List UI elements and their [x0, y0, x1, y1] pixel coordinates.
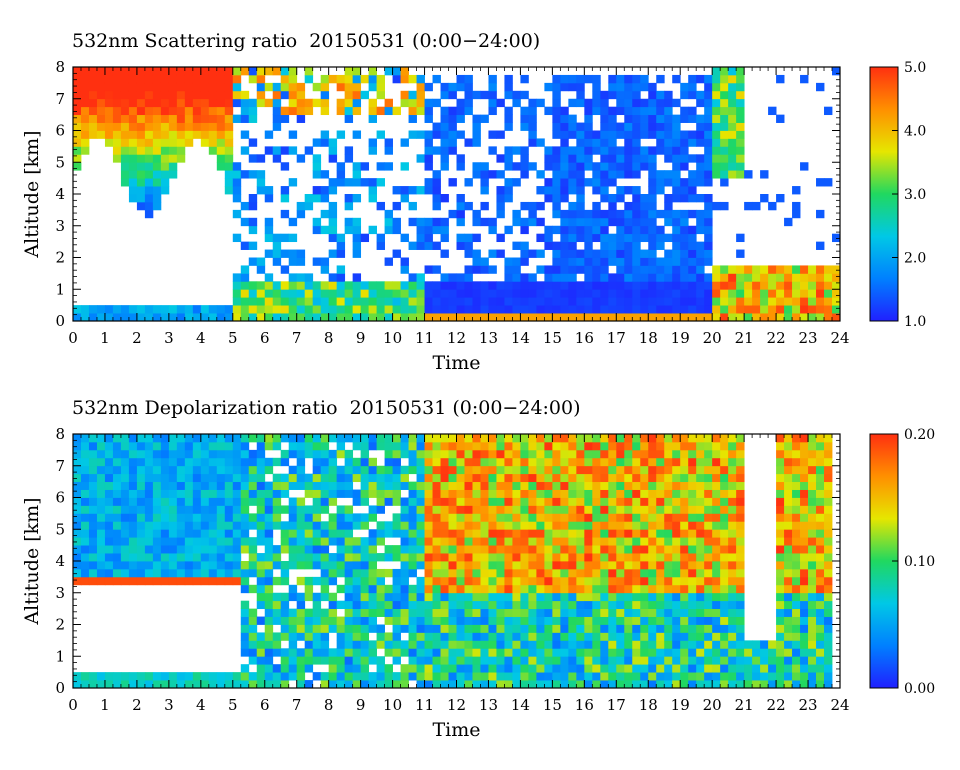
x-tick-label: 18 — [639, 696, 658, 714]
y-tick-label: 0 — [55, 679, 65, 697]
x-tick-label: 22 — [767, 696, 786, 714]
y-tick-label: 6 — [55, 122, 65, 140]
x-tick-label: 7 — [292, 696, 302, 714]
x-tick-label: 13 — [479, 329, 498, 347]
x-tick-label: 1 — [100, 329, 110, 347]
colorbar-tick-label: 0.20 — [904, 427, 935, 443]
y-tick-label: 2 — [55, 616, 65, 634]
colorbar-tick-label: 5.0 — [904, 60, 926, 76]
x-tick-label: 10 — [383, 696, 402, 714]
x-tick-label: 19 — [671, 329, 690, 347]
x-tick-label: 15 — [543, 696, 562, 714]
y-tick-label: 1 — [55, 280, 65, 298]
x-tick-label: 21 — [735, 696, 754, 714]
y-tick-label: 3 — [55, 217, 65, 235]
x-tick-label: 0 — [68, 329, 78, 347]
x-tick-label: 18 — [639, 329, 658, 347]
x-axis-label: Time — [432, 719, 480, 741]
x-tick-label: 10 — [383, 329, 402, 347]
x-tick-label: 2 — [132, 696, 142, 714]
y-tick-label: 5 — [55, 153, 65, 171]
x-tick-label: 16 — [575, 329, 594, 347]
x-tick-label: 3 — [164, 696, 174, 714]
x-tick-label: 8 — [324, 329, 334, 347]
x-tick-label: 1 — [100, 696, 110, 714]
x-tick-label: 16 — [575, 696, 594, 714]
colorbar-tick-label: 0.10 — [904, 554, 935, 570]
x-tick-label: 14 — [511, 696, 530, 714]
x-tick-label: 24 — [830, 329, 849, 347]
y-tick-label: 8 — [55, 425, 65, 443]
y-axis-label: Altitude [km] — [21, 130, 43, 258]
y-tick-label: 0 — [55, 312, 65, 330]
x-tick-label: 5 — [228, 329, 238, 347]
y-tick-label: 4 — [55, 185, 65, 203]
x-tick-label: 0 — [68, 696, 78, 714]
colorbar-tick-label: 2.0 — [904, 251, 926, 267]
x-tick-label: 8 — [324, 696, 334, 714]
x-tick-label: 2 — [132, 329, 142, 347]
y-tick-label: 5 — [55, 520, 65, 538]
x-tick-label: 17 — [607, 696, 626, 714]
x-tick-label: 6 — [260, 329, 270, 347]
x-tick-label: 4 — [196, 696, 206, 714]
x-tick-label: 13 — [479, 696, 498, 714]
x-tick-label: 17 — [607, 329, 626, 347]
y-tick-label: 6 — [55, 489, 65, 507]
x-tick-label: 21 — [735, 329, 754, 347]
depolarization-ratio-panel: 532nm Depolarization ratio 20150531 (0:0… — [0, 367, 960, 752]
x-tick-label: 6 — [260, 696, 270, 714]
colorbar-tick-label: 1.0 — [904, 314, 926, 330]
heatmap-cells — [73, 434, 833, 689]
x-tick-label: 5 — [228, 696, 238, 714]
scattering-ratio-chart: 0 1 2 3 4 5 6 7 8 9 10 11 12 13 14 15 16 17 18 19 20 21 22 23 24… — [21, 58, 926, 374]
y-tick-label: 1 — [55, 647, 65, 665]
x-tick-label: 12 — [447, 696, 466, 714]
y-tick-label: 8 — [55, 58, 65, 76]
x-tick-label: 3 — [164, 329, 174, 347]
x-tick-label: 20 — [703, 696, 722, 714]
y-tick-label: 3 — [55, 584, 65, 602]
x-tick-label: 12 — [447, 329, 466, 347]
x-tick-label: 11 — [415, 329, 434, 347]
y-axis-label: Altitude [km] — [21, 497, 43, 625]
y-tick-label: 7 — [55, 90, 65, 108]
x-tick-label: 11 — [415, 696, 434, 714]
x-tick-label: 14 — [511, 329, 530, 347]
scattering-ratio-panel: 532nm Scattering ratio 20150531 (0:00−24… — [21, 30, 926, 374]
x-tick-label: 22 — [767, 329, 786, 347]
x-tick-label: 23 — [798, 696, 817, 714]
x-tick-label: 20 — [703, 329, 722, 347]
x-tick-label: 23 — [798, 329, 817, 347]
x-axis-label: Time — [432, 352, 480, 374]
colorbar-tick-label: 3.0 — [904, 187, 926, 203]
y-tick-label: 2 — [55, 249, 65, 267]
chart-title: 532nm Depolarization ratio 20150531 (0:0… — [72, 397, 581, 419]
depolarization-ratio-chart: 0 1 2 3 4 5 6 7 8 9 10 11 12 13 14 15 16 17 18 19 20 21 22 23 24… — [21, 425, 935, 741]
colorbar-tick-label: 0.00 — [904, 681, 935, 697]
y-tick-label: 4 — [55, 552, 65, 570]
x-tick-label: 9 — [356, 329, 366, 347]
chart-title: 532nm Scattering ratio 20150531 (0:00−24… — [72, 30, 541, 52]
heatmap-cells — [73, 67, 841, 322]
x-tick-label: 15 — [543, 329, 562, 347]
x-tick-label: 7 — [292, 329, 302, 347]
x-tick-label: 9 — [356, 696, 366, 714]
x-tick-label: 19 — [671, 696, 690, 714]
colorbar-tick-label: 4.0 — [904, 124, 926, 140]
x-tick-label: 24 — [830, 696, 849, 714]
y-tick-label: 7 — [55, 457, 65, 475]
x-tick-label: 4 — [196, 329, 206, 347]
